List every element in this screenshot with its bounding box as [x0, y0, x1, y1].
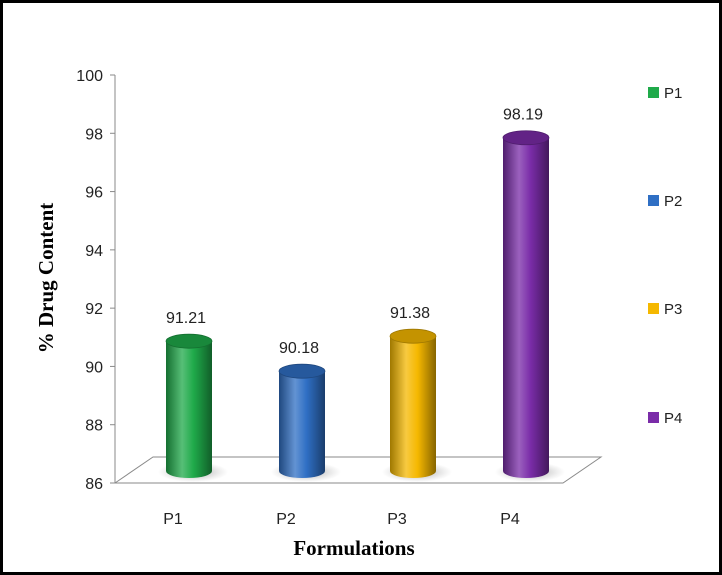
- bar-top: [389, 328, 437, 344]
- legend-label: P2: [664, 193, 682, 210]
- legend-label: P1: [664, 85, 682, 102]
- x-tick-label: P4: [500, 511, 520, 528]
- x-axis-title: Formulations: [293, 536, 414, 560]
- legend-swatch: [648, 87, 659, 98]
- bar-top: [502, 130, 550, 146]
- bar-top: [165, 333, 213, 349]
- data-label: 91.21: [166, 310, 206, 327]
- bar-body: [503, 137, 549, 478]
- y-tick-label: 88: [85, 418, 103, 435]
- bar-p4: [495, 130, 565, 482]
- data-label: 98.19: [503, 107, 543, 124]
- data-label: 91.38: [390, 305, 430, 322]
- bar-p1: [158, 333, 228, 482]
- bar-top: [278, 363, 326, 379]
- legend-swatch: [648, 303, 659, 314]
- bar-body: [390, 336, 436, 478]
- chart-floor: [113, 456, 603, 484]
- bar-p2: [271, 363, 341, 482]
- y-tick-label: 92: [85, 301, 103, 318]
- x-tick-label: P1: [163, 511, 183, 528]
- legend-label: P3: [664, 301, 682, 318]
- y-axis-title: % Drug Content: [34, 203, 58, 354]
- y-tick-label: 100: [76, 68, 103, 85]
- bar-p3: [382, 328, 452, 482]
- legend-item-p2: P2: [648, 193, 682, 210]
- x-tick-label: P3: [387, 511, 407, 528]
- y-tick-label: 96: [85, 185, 103, 202]
- y-tick-label: 98: [85, 126, 103, 143]
- legend-item-p1: P1: [648, 85, 682, 102]
- data-label: 90.18: [279, 340, 319, 357]
- x-tick-label: P2: [276, 511, 296, 528]
- y-tick-label: 86: [85, 476, 103, 493]
- legend-swatch: [648, 195, 659, 206]
- legend-label: P4: [664, 410, 682, 427]
- bar-body: [166, 341, 212, 478]
- y-tick-label: 90: [85, 359, 103, 376]
- bar-chart: 86 88 90 92 94 96 98 100 91.21 P1 90.18 P2 91.38 P3 9…: [34, 68, 682, 560]
- y-tick-label: 94: [85, 243, 103, 260]
- legend-item-p4: P4: [648, 410, 682, 427]
- bar-body: [279, 371, 325, 478]
- legend-item-p3: P3: [648, 301, 682, 318]
- legend-swatch: [648, 412, 659, 423]
